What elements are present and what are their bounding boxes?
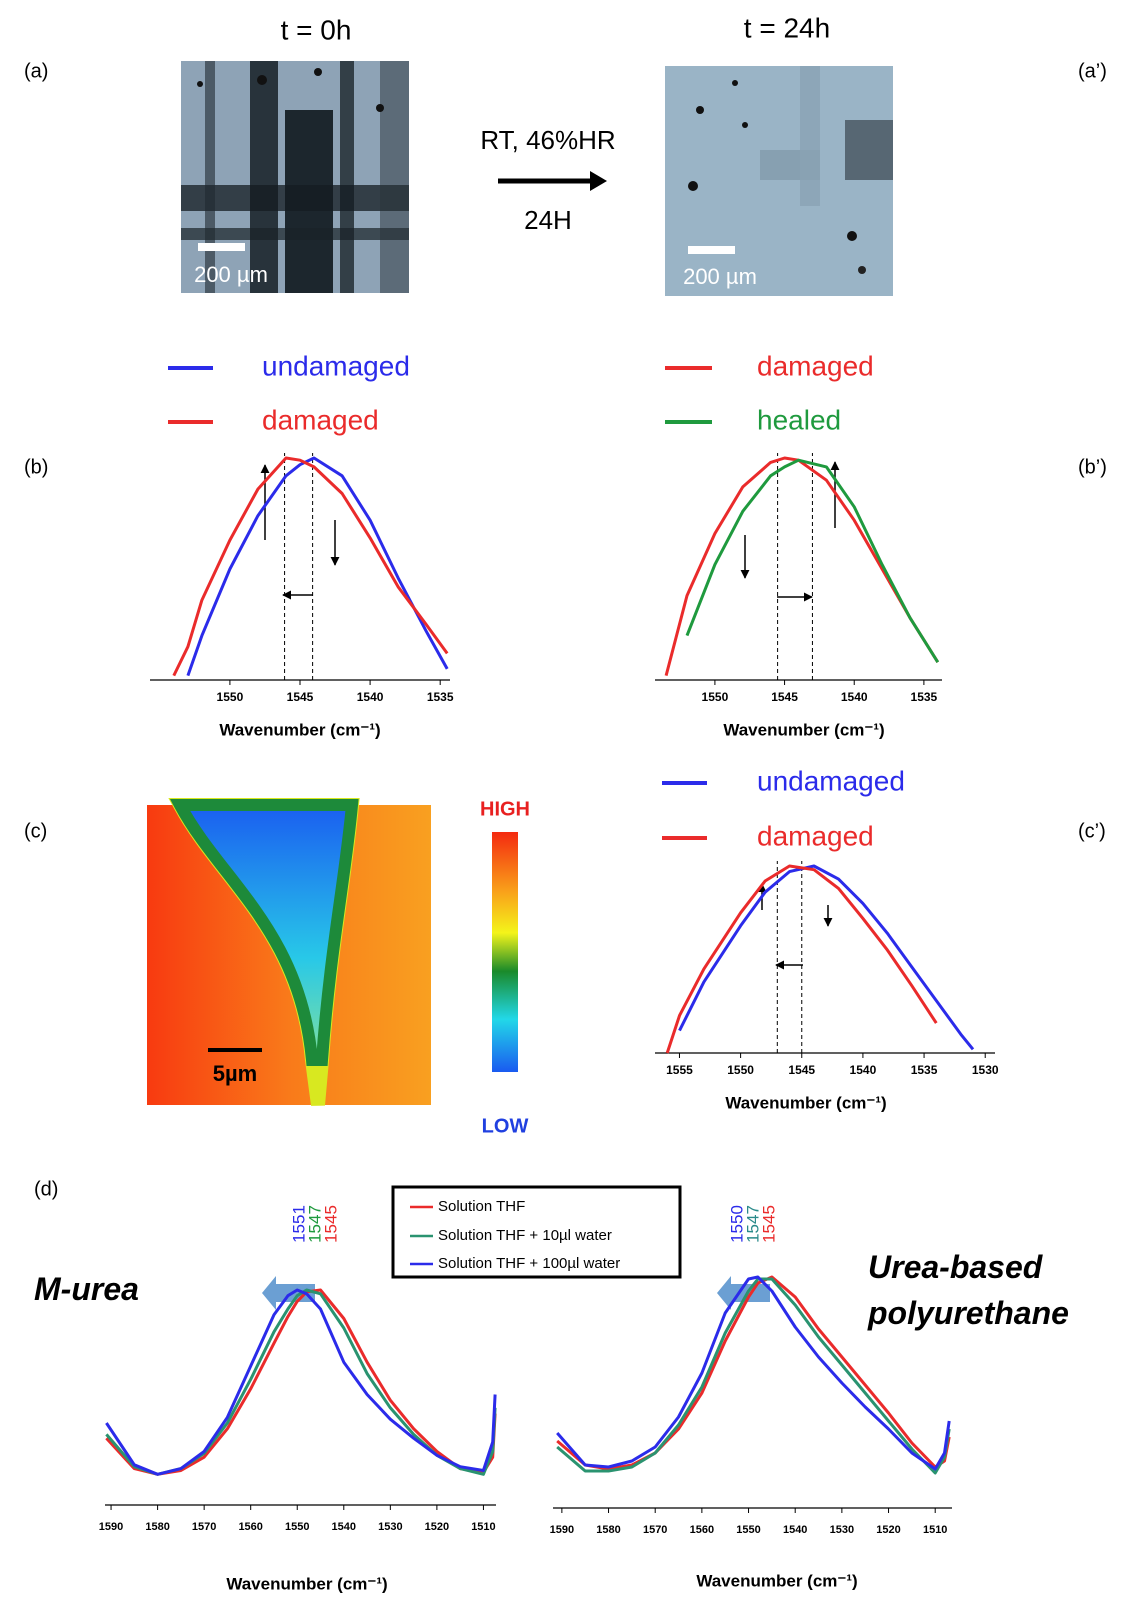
- panel-label: (c): [24, 820, 47, 842]
- x-tick-label: 1510: [471, 1521, 495, 1533]
- micrograph-damaged: 200 µm: [181, 61, 409, 293]
- legend-label: damaged: [262, 404, 379, 435]
- x-tick-label: 1530: [972, 1063, 999, 1077]
- panel-label: (d): [34, 1178, 58, 1200]
- x-axis-label: Wavenumber (cm⁻¹): [696, 1571, 857, 1590]
- colorbar: [492, 832, 518, 1072]
- x-tick-label: 1545: [771, 690, 798, 704]
- chart-title: Urea-based polyurethane: [868, 1244, 1108, 1336]
- spectrum-line: [174, 458, 447, 676]
- scale-label: 200 µm: [683, 264, 757, 289]
- x-tick-label: 1590: [99, 1521, 123, 1533]
- x-axis-label: Wavenumber (cm⁻¹): [226, 1574, 387, 1593]
- x-tick-label: 1550: [702, 690, 729, 704]
- x-axis-label: Wavenumber (cm⁻¹): [219, 720, 380, 739]
- micrograph-title: t = 0h: [281, 14, 352, 45]
- legend-label: damaged: [757, 350, 874, 381]
- x-tick-label: 1540: [850, 1063, 877, 1077]
- legend-label: undamaged: [262, 350, 410, 381]
- panel-label: (b’): [1078, 456, 1107, 478]
- spectrum-line: [188, 458, 447, 676]
- x-tick-label: 1580: [596, 1524, 620, 1536]
- x-tick-label: 1590: [550, 1524, 574, 1536]
- treatment-arrowhead: [590, 171, 607, 191]
- colorbar-high: HIGH: [480, 798, 530, 820]
- panel-label: (b): [24, 456, 48, 478]
- x-tick-label: 1520: [425, 1521, 449, 1533]
- spectrum-line: [666, 458, 938, 676]
- x-tick-label: 1555: [666, 1063, 693, 1077]
- map-scale-label: 5µm: [213, 1061, 257, 1086]
- treatment-condition: RT, 46%HR: [480, 125, 615, 155]
- x-tick-label: 1550: [727, 1063, 754, 1077]
- x-tick-label: 1535: [911, 690, 938, 704]
- peak-label: 1545: [759, 1205, 778, 1243]
- panel-label: (a): [24, 60, 48, 82]
- spectrum-line: [680, 866, 974, 1049]
- x-tick-label: 1540: [841, 690, 868, 704]
- legend-label: Solution THF + 100µl water: [438, 1255, 620, 1272]
- x-tick-label: 1550: [736, 1524, 760, 1536]
- x-tick-label: 1570: [192, 1521, 216, 1533]
- figure: (a) (a’) (b) (b’) (c) (c’) (d) t = 0h t …: [0, 0, 1125, 1617]
- x-tick-label: 1510: [923, 1524, 947, 1536]
- peak-label: 1545: [321, 1205, 340, 1243]
- legend-label: Solution THF + 10µl water: [438, 1227, 612, 1244]
- x-axis-label: Wavenumber (cm⁻¹): [725, 1093, 886, 1112]
- x-axis-label: Wavenumber (cm⁻¹): [723, 720, 884, 739]
- x-tick-label: 1540: [783, 1524, 807, 1536]
- micrograph-title: t = 24h: [744, 12, 830, 43]
- figure-canvas: (a) (a’) (b) (b’) (c) (c’) (d) t = 0h t …: [0, 0, 1125, 1617]
- x-tick-label: 1560: [238, 1521, 262, 1533]
- x-tick-label: 1530: [378, 1521, 402, 1533]
- micrograph-healed: 200 µm: [665, 66, 893, 296]
- x-tick-label: 1520: [876, 1524, 900, 1536]
- x-tick-label: 1560: [690, 1524, 714, 1536]
- raman-map: 5µm: [147, 805, 431, 1105]
- spectrum-line: [106, 1290, 495, 1474]
- x-tick-label: 1530: [830, 1524, 854, 1536]
- colorbar-low: LOW: [482, 1115, 529, 1137]
- legend-label: Solution THF: [438, 1198, 525, 1215]
- spectrum-line: [106, 1290, 495, 1474]
- x-tick-label: 1545: [287, 690, 314, 704]
- x-tick-label: 1540: [357, 690, 384, 704]
- spectrum-line: [106, 1290, 495, 1474]
- chart-title: M-urea: [34, 1266, 139, 1312]
- x-tick-label: 1545: [788, 1063, 815, 1077]
- x-tick-label: 1535: [427, 690, 454, 704]
- legend-label: damaged: [757, 820, 874, 851]
- scale-label: 200 µm: [194, 262, 268, 287]
- panel-label: (a’): [1078, 60, 1107, 82]
- x-tick-label: 1535: [911, 1063, 938, 1077]
- x-tick-label: 1550: [285, 1521, 309, 1533]
- x-tick-label: 1570: [643, 1524, 667, 1536]
- x-tick-label: 1550: [217, 690, 244, 704]
- x-tick-label: 1580: [145, 1521, 169, 1533]
- x-tick-label: 1540: [332, 1521, 356, 1533]
- legend-label: healed: [757, 404, 841, 435]
- panel-label: (c’): [1078, 820, 1106, 842]
- treatment-duration: 24H: [524, 205, 572, 235]
- legend-label: undamaged: [757, 765, 905, 796]
